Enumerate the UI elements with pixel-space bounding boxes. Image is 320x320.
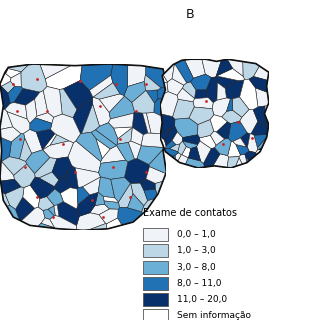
- Text: 3,0 – 8,0: 3,0 – 8,0: [177, 263, 215, 272]
- Text: 8,0 – 11,0: 8,0 – 11,0: [177, 279, 221, 288]
- FancyBboxPatch shape: [143, 277, 168, 290]
- FancyBboxPatch shape: [143, 244, 168, 257]
- Text: 0,0 – 1,0: 0,0 – 1,0: [177, 230, 215, 239]
- Text: B: B: [186, 8, 195, 21]
- Text: Sem informação: Sem informação: [177, 311, 251, 320]
- Text: 1,0 – 3,0: 1,0 – 3,0: [177, 246, 215, 255]
- FancyBboxPatch shape: [143, 309, 168, 320]
- FancyBboxPatch shape: [143, 260, 168, 274]
- Text: 11,0 – 20,0: 11,0 – 20,0: [177, 295, 227, 304]
- FancyBboxPatch shape: [143, 293, 168, 306]
- FancyBboxPatch shape: [143, 228, 168, 241]
- Text: Exame de contatos: Exame de contatos: [143, 208, 236, 218]
